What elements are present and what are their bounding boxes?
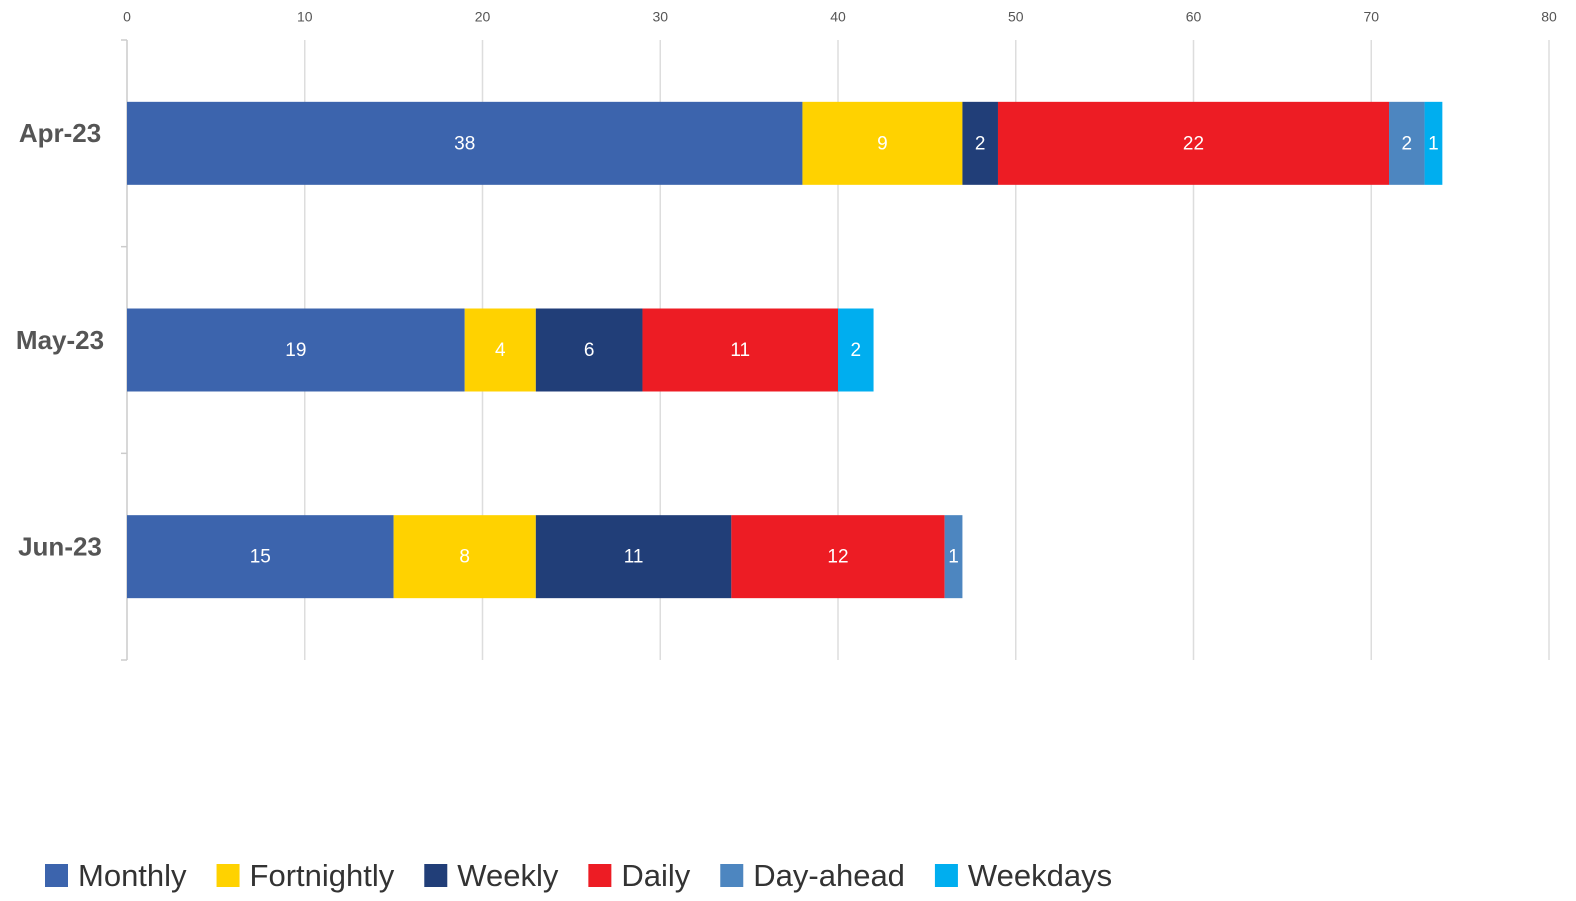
value-label: 15 xyxy=(250,547,271,568)
value-label: 22 xyxy=(1183,133,1204,154)
bar-segment xyxy=(962,101,998,185)
value-label: 38 xyxy=(454,133,475,154)
legend-label: Monthly xyxy=(78,858,187,893)
y-tick-label: Apr-23 xyxy=(19,118,101,148)
legend-label: Weekly xyxy=(457,858,559,893)
legend-swatch xyxy=(720,864,744,887)
bar-segment xyxy=(1424,101,1443,185)
legend-swatch xyxy=(934,864,958,887)
value-label: 12 xyxy=(827,547,848,568)
x-tick-label: 80 xyxy=(1541,9,1557,25)
value-label: 8 xyxy=(459,547,470,568)
value-label: 6 xyxy=(584,340,595,361)
legend-label: Weekdays xyxy=(968,858,1112,893)
y-tick-label: Jun-23 xyxy=(18,532,102,562)
bar-segment xyxy=(535,308,643,392)
bar-segment xyxy=(944,515,963,599)
bar-segment xyxy=(802,101,963,185)
legend-label: Day-ahead xyxy=(753,858,905,893)
legend-swatch xyxy=(45,864,68,887)
x-tick-label: 60 xyxy=(1186,9,1202,25)
bar-segment xyxy=(1389,101,1425,185)
value-label: 9 xyxy=(877,133,888,154)
bar-segment xyxy=(642,308,838,392)
x-tick-label: 40 xyxy=(830,9,846,25)
bar-segment xyxy=(731,515,945,599)
value-label: 1 xyxy=(948,547,959,568)
value-label: 2 xyxy=(850,340,861,361)
value-label: 4 xyxy=(495,340,506,361)
bar-segment xyxy=(127,101,803,185)
bar-segment xyxy=(535,515,732,599)
bar-segment xyxy=(838,308,874,392)
bar-segment xyxy=(127,308,465,392)
x-tick-label: 20 xyxy=(475,9,491,25)
x-tick-label: 10 xyxy=(297,9,313,25)
value-label: 2 xyxy=(1402,133,1413,154)
x-tick-label: 30 xyxy=(652,9,668,25)
x-tick-label: 70 xyxy=(1363,9,1379,25)
bar-segment xyxy=(464,308,536,392)
bar-segment xyxy=(393,515,536,599)
value-label: 19 xyxy=(285,340,306,361)
x-tick-label: 0 xyxy=(123,9,131,25)
legend-swatch xyxy=(216,864,240,887)
legend-swatch xyxy=(424,864,448,887)
value-label: 1 xyxy=(1428,133,1439,154)
y-tick-label: May-23 xyxy=(16,325,104,355)
x-tick-label: 50 xyxy=(1008,9,1024,25)
value-label: 2 xyxy=(975,133,986,154)
bar-segment xyxy=(127,515,394,599)
value-label: 11 xyxy=(730,340,750,361)
legend-swatch xyxy=(588,864,612,887)
value-label: 11 xyxy=(624,547,644,568)
legend-label: Fortnightly xyxy=(250,858,395,893)
legend-label: Daily xyxy=(621,858,690,893)
bar-segment xyxy=(997,101,1390,185)
